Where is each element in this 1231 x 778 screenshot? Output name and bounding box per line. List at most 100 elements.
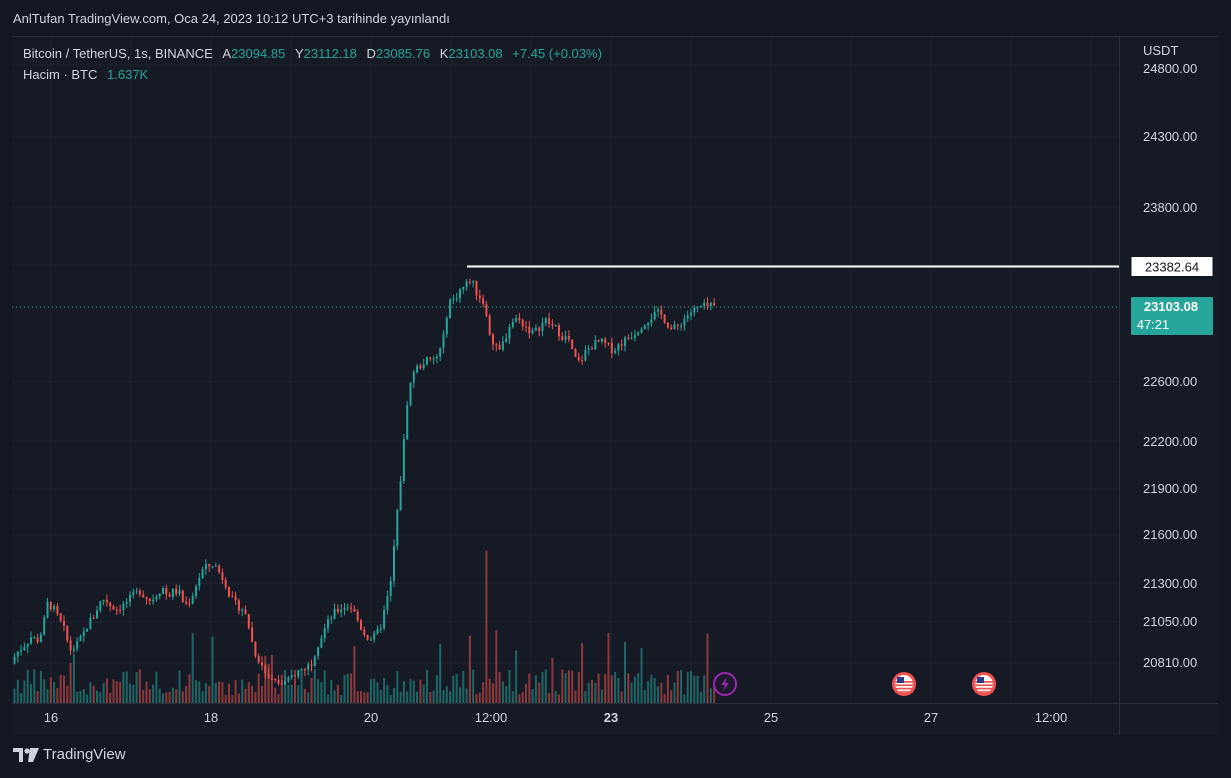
price-tick-label: 22200.00 xyxy=(1143,434,1197,449)
volume-bar xyxy=(82,689,85,703)
volume-bar xyxy=(363,692,366,703)
candle-body xyxy=(274,678,277,680)
price-tick-label: 24800.00 xyxy=(1143,61,1197,76)
volume-bar xyxy=(244,688,247,703)
high-key: Y xyxy=(294,46,304,61)
candle-body xyxy=(13,656,16,664)
volume-bar xyxy=(521,691,524,703)
candle-body xyxy=(89,617,92,629)
candle-body xyxy=(528,326,531,334)
volume-bar xyxy=(16,679,19,703)
volume-bar xyxy=(56,688,59,703)
candle-body xyxy=(261,662,263,666)
candle-body xyxy=(244,609,247,615)
publisher-caption: AnlTufan TradingView.com, Oca 24, 2023 1… xyxy=(13,11,450,26)
candle-body xyxy=(109,602,112,607)
volume-bar xyxy=(567,670,570,703)
candle-body xyxy=(79,636,82,642)
candle-body xyxy=(264,665,267,674)
us-flag-icon[interactable] xyxy=(972,672,996,696)
candle-body xyxy=(653,311,656,320)
volume-bar xyxy=(280,674,283,703)
volume-bar xyxy=(96,690,98,703)
volume-bar xyxy=(554,691,557,703)
candle-body xyxy=(72,648,75,651)
candle-body xyxy=(505,338,508,342)
volume-bar xyxy=(617,677,620,703)
us-flag-icon[interactable] xyxy=(892,672,916,696)
candle-body xyxy=(168,594,171,597)
lightning-icon[interactable] xyxy=(713,672,737,696)
volume-bar xyxy=(478,692,481,703)
volume-bar xyxy=(419,679,422,703)
volume-bar xyxy=(465,688,468,703)
candle-body xyxy=(379,628,382,630)
tradingview-logo[interactable]: TradingView xyxy=(13,746,126,763)
volume-bar xyxy=(627,673,630,703)
candle-body xyxy=(617,344,620,351)
volume-bar xyxy=(534,675,537,703)
volume-bar xyxy=(571,670,574,703)
volume-bar xyxy=(624,641,626,703)
volume-bar xyxy=(241,679,244,703)
candle-body xyxy=(548,318,551,324)
volume-bar xyxy=(277,694,280,703)
candle-body xyxy=(574,349,577,357)
price-tick-label: 21050.00 xyxy=(1143,614,1197,629)
volume-bar xyxy=(327,694,329,703)
symbol-name[interactable]: Bitcoin / TetherUS, 1s, BINANCE xyxy=(23,46,213,61)
candle-body xyxy=(663,314,666,323)
volume-bar xyxy=(218,681,221,703)
volume-bar xyxy=(340,694,343,703)
candle-body xyxy=(320,638,323,648)
candle-body xyxy=(251,627,254,642)
candle-body xyxy=(657,309,659,312)
candle-body xyxy=(191,595,194,604)
candle-body xyxy=(86,628,89,632)
volume-bar xyxy=(188,674,191,703)
volume-bar xyxy=(459,687,461,703)
volume-bar xyxy=(597,673,600,703)
candle-body xyxy=(419,365,422,369)
volume-label[interactable]: Hacim · BTC xyxy=(23,67,98,82)
volume-bar xyxy=(92,685,95,703)
volume-bar xyxy=(600,689,603,703)
candle-body xyxy=(327,619,329,629)
time-tick-label: 18 xyxy=(204,710,218,725)
candle-body xyxy=(468,281,471,283)
chart-overlay: 23382.64 23103.08 47:21 xyxy=(12,256,1214,696)
volume-bar xyxy=(488,678,491,703)
candle-body xyxy=(666,322,669,328)
chart-grid xyxy=(12,37,1119,703)
candle-body xyxy=(228,587,230,597)
volume-bar xyxy=(630,682,633,703)
candle-body xyxy=(82,631,85,637)
candle-body xyxy=(270,678,273,680)
candle-body xyxy=(614,350,617,353)
volume-bar xyxy=(254,692,257,703)
volume-bar xyxy=(261,685,263,703)
candle-body xyxy=(624,337,626,346)
candle-body xyxy=(482,298,485,304)
candle-body xyxy=(409,382,412,406)
volume-bar xyxy=(162,693,164,703)
volume-bar xyxy=(346,673,349,703)
volume-bar xyxy=(452,675,455,703)
chart-panel[interactable]: 23382.64 23103.08 47:21 20810.00 21050.00 21… xyxy=(12,36,1218,735)
horizontal-level-box xyxy=(1130,256,1214,278)
candle-body xyxy=(198,578,201,587)
volume-bar xyxy=(257,673,260,703)
candle-body xyxy=(369,639,372,641)
volume-bar xyxy=(112,679,115,703)
candle-body xyxy=(581,360,584,362)
candlestick-chart[interactable]: 23382.64 23103.08 47:21 20810.00 21050.00 21… xyxy=(12,37,1218,735)
candle-body xyxy=(508,326,511,339)
candle-body xyxy=(43,617,46,635)
candle-body xyxy=(498,345,501,350)
volume-bar xyxy=(20,693,23,703)
currency-label[interactable]: USDT xyxy=(1143,43,1179,58)
candle-body xyxy=(241,609,244,611)
volume-bar xyxy=(72,653,75,703)
candle-body xyxy=(383,610,386,629)
candle-body xyxy=(303,669,306,671)
